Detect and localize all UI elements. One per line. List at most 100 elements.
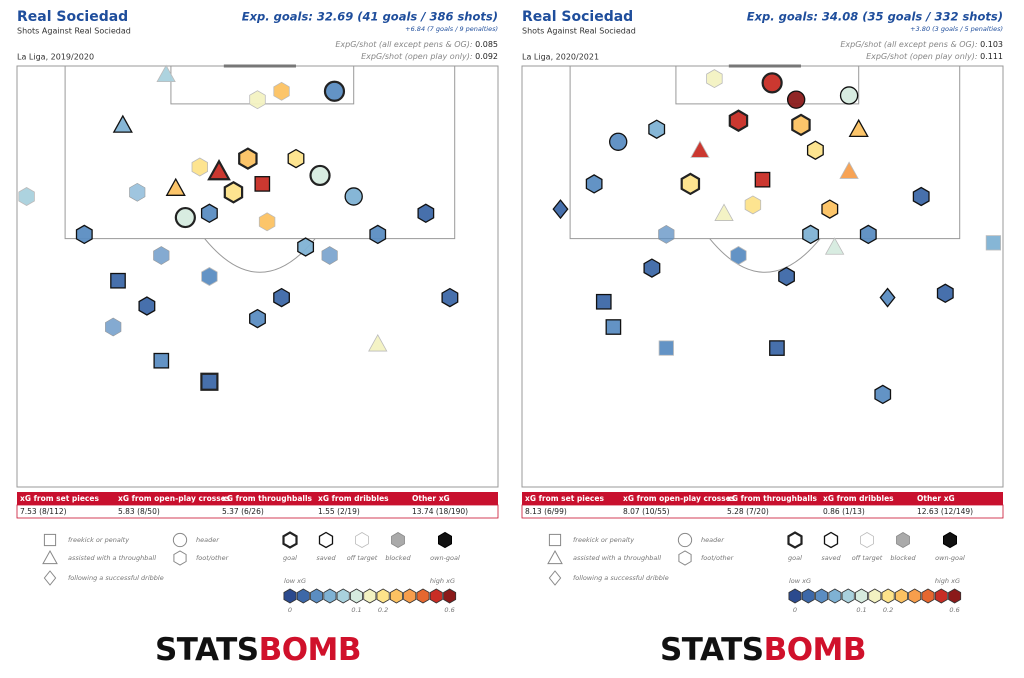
shot [839, 86, 859, 105]
table-value: 8.13 (6/99) [525, 507, 567, 516]
legend-outcome-label: own-goal [430, 554, 460, 562]
legend-outcome [438, 531, 452, 549]
shot [441, 287, 459, 308]
legend-shape-label: assisted with a throughball [68, 554, 156, 562]
color-swatch [283, 588, 297, 604]
shot [323, 80, 346, 102]
color-swatch [336, 588, 350, 604]
table-value: 1.55 (2/19) [318, 507, 360, 516]
color-swatch [363, 588, 377, 604]
legend-shape-label: foot/other [196, 554, 230, 562]
legend-outcome-label: off target [347, 554, 378, 562]
shot [643, 258, 661, 278]
shot [138, 296, 156, 316]
shot [658, 340, 674, 356]
xg-per-shot: ExpG/shot (open play only): 0.111 [866, 52, 1003, 61]
shot [848, 118, 869, 138]
legend-outcome-label: goal [283, 554, 297, 562]
high-xg-label: high xG [935, 577, 960, 585]
shot [778, 266, 795, 287]
shot [153, 246, 170, 265]
shot [254, 176, 271, 192]
shot [728, 109, 749, 132]
color-swatch [815, 588, 829, 604]
shot [200, 372, 219, 391]
logo: STATSBOMB [155, 632, 361, 668]
xg-per-shot: ExpG/shot (all except pens & OG): 0.103 [840, 40, 1003, 49]
legend-shape [172, 532, 188, 548]
xg-tick-label: 0.2 [883, 606, 893, 614]
shot [744, 195, 762, 215]
shot [936, 283, 954, 304]
shot [287, 148, 305, 169]
shot [110, 272, 126, 289]
color-swatch [788, 588, 802, 604]
table-row-bg [521, 504, 1004, 519]
color-swatch [934, 588, 948, 604]
color-swatch [376, 588, 390, 604]
legend-outcome [896, 532, 910, 548]
table-value: 0.86 (1/13) [823, 507, 865, 516]
logo-bomb: BOMB [764, 632, 866, 668]
shot [369, 224, 387, 245]
low-xg-label: low xG [284, 577, 306, 585]
legend-outcome-label: saved [316, 554, 336, 562]
table-value: 13.74 (18/190) [412, 507, 468, 516]
shot [258, 212, 276, 232]
competition: La Liga, 2020/2021 [522, 53, 599, 62]
shot [18, 187, 35, 206]
legend-outcome [943, 531, 957, 549]
shot [273, 287, 290, 308]
table-value: 5.37 (6/26) [222, 507, 264, 516]
color-swatch [349, 588, 364, 604]
shot [321, 246, 338, 265]
legend-outcome-label: own-goal [935, 554, 965, 562]
shot [75, 224, 93, 245]
legend-shape-label: freekick or penalty [573, 536, 634, 544]
shot [417, 203, 435, 224]
legend-shape [43, 570, 57, 586]
color-swatch [948, 588, 962, 604]
table-header-bg [17, 492, 498, 505]
xg-per-shot-value: 0.111 [980, 52, 1003, 61]
legend-shape [548, 570, 562, 586]
shot [105, 317, 122, 337]
color-swatch [323, 588, 337, 604]
legend-outcome [318, 531, 334, 549]
xg-per-shot: ExpG/shot (all except pens & OG): 0.085 [335, 40, 498, 49]
shot [165, 177, 186, 196]
shot [714, 203, 734, 221]
penalty-arc [709, 238, 821, 273]
shot [174, 206, 196, 229]
xg-tick-label: 0.1 [856, 606, 866, 614]
logo: STATSBOMB [660, 632, 866, 668]
legend-outcome-label: blocked [890, 554, 916, 562]
shot [249, 90, 266, 110]
shot [761, 72, 783, 94]
color-swatch [828, 588, 842, 604]
shot [821, 199, 839, 219]
table-header: xG from dribbles [318, 494, 389, 503]
exp-goals: Exp. goals: 34.08 (35 goals / 332 shots) [747, 10, 1003, 24]
shot [129, 182, 146, 202]
competition: La Liga, 2019/2020 [17, 53, 94, 62]
shot [985, 235, 1001, 251]
table-value: 12.63 (12/149) [917, 507, 973, 516]
shot [595, 293, 612, 310]
legend-shape-label: following a successful dribble [573, 574, 669, 582]
table-value: 5.83 (8/50) [118, 507, 160, 516]
penalties: +3.80 (3 goals / 5 penalties) [910, 25, 1003, 33]
table-header: xG from set pieces [525, 494, 604, 503]
legend-shape-label: header [196, 536, 220, 544]
shot [769, 340, 785, 356]
legend-shape-label: following a successful dribble [68, 574, 164, 582]
color-swatch [881, 588, 895, 604]
shot [730, 246, 747, 265]
legend-shape [677, 532, 693, 548]
legend-outcome-label: blocked [385, 554, 411, 562]
xg-tick-label: 0.6 [949, 606, 959, 614]
legend-outcome-label: saved [821, 554, 841, 562]
shot [273, 81, 290, 101]
color-swatch [855, 588, 868, 604]
color-swatch [894, 588, 908, 604]
